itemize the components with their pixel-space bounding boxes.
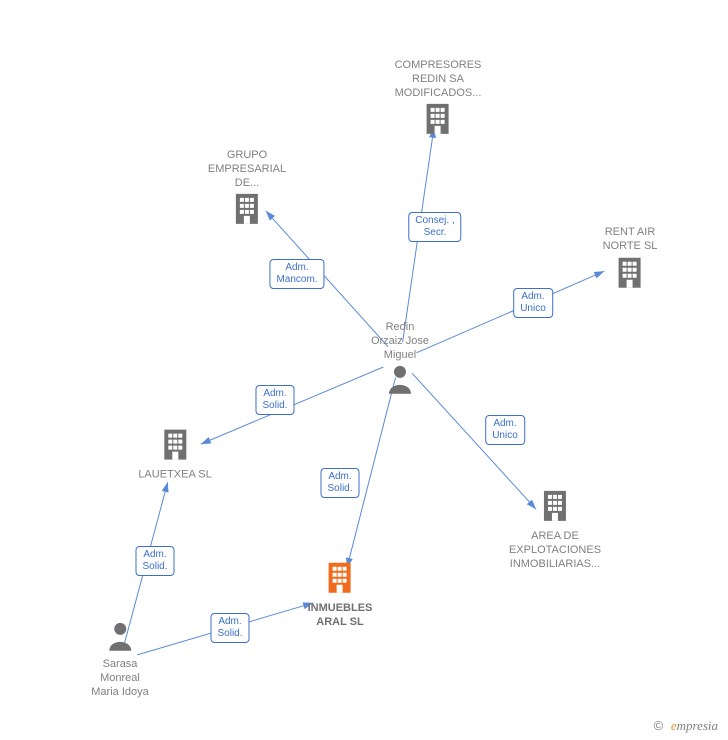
building-icon: [540, 510, 570, 527]
edge-label: Adm. Solid.: [210, 613, 249, 643]
node-label: LAUETXEA SL: [138, 469, 211, 483]
node-compresores[interactable]: COMPRESORES REDIN SA MODIFICADOS...: [395, 59, 482, 141]
node-sarasa[interactable]: Sarasa Monreal Maria Idoya: [91, 621, 148, 699]
copyright-symbol: ©: [654, 718, 664, 733]
building-icon: [325, 582, 355, 599]
person-icon: [387, 381, 413, 398]
brand-rest: mpresia: [677, 718, 718, 733]
building-icon: [160, 449, 190, 466]
edge-label: Adm. Solid.: [135, 546, 174, 576]
node-label: AREA DE EXPLOTACIONES INMOBILIARIAS...: [509, 530, 601, 571]
edge-label: Adm. Unico: [513, 288, 553, 318]
edge-label: Adm. Solid.: [320, 468, 359, 498]
edge-label: Adm. Mancom.: [269, 259, 324, 289]
node-lauetxea[interactable]: LAUETXEA SL: [138, 428, 211, 483]
node-label: RENT AIR NORTE SL: [603, 226, 658, 254]
edge-label: Adm. Solid.: [255, 385, 294, 415]
edge-line: [417, 271, 605, 353]
node-label: Redin Orzaiz Jose Miguel: [371, 321, 429, 362]
diagram-canvas: Redin Orzaiz Jose Miguel Sarasa Monreal …: [0, 0, 728, 740]
node-grupo[interactable]: GRUPO EMPRESARIAL DE...: [208, 149, 286, 231]
node-label: Sarasa Monreal Maria Idoya: [91, 658, 148, 699]
edge-label: Adm. Unico: [485, 415, 525, 445]
building-icon: [232, 213, 262, 230]
person-icon: [107, 638, 133, 655]
node-label: GRUPO EMPRESARIAL DE...: [208, 149, 286, 190]
node-redin[interactable]: Redin Orzaiz Jose Miguel: [371, 321, 429, 399]
edge-label: Consej. , Secr.: [408, 212, 461, 242]
node-area[interactable]: AREA DE EXPLOTACIONES INMOBILIARIAS...: [509, 489, 601, 571]
node-label: INMUEBLES ARAL SL: [308, 602, 373, 630]
building-icon: [615, 276, 645, 293]
node-label: COMPRESORES REDIN SA MODIFICADOS...: [395, 59, 482, 100]
watermark: © empresia: [654, 718, 718, 734]
node-inmuebles[interactable]: INMUEBLES ARAL SL: [308, 561, 373, 630]
node-rentair[interactable]: RENT AIR NORTE SL: [603, 226, 658, 295]
edge-arrowhead: [162, 482, 169, 493]
building-icon: [423, 123, 453, 140]
